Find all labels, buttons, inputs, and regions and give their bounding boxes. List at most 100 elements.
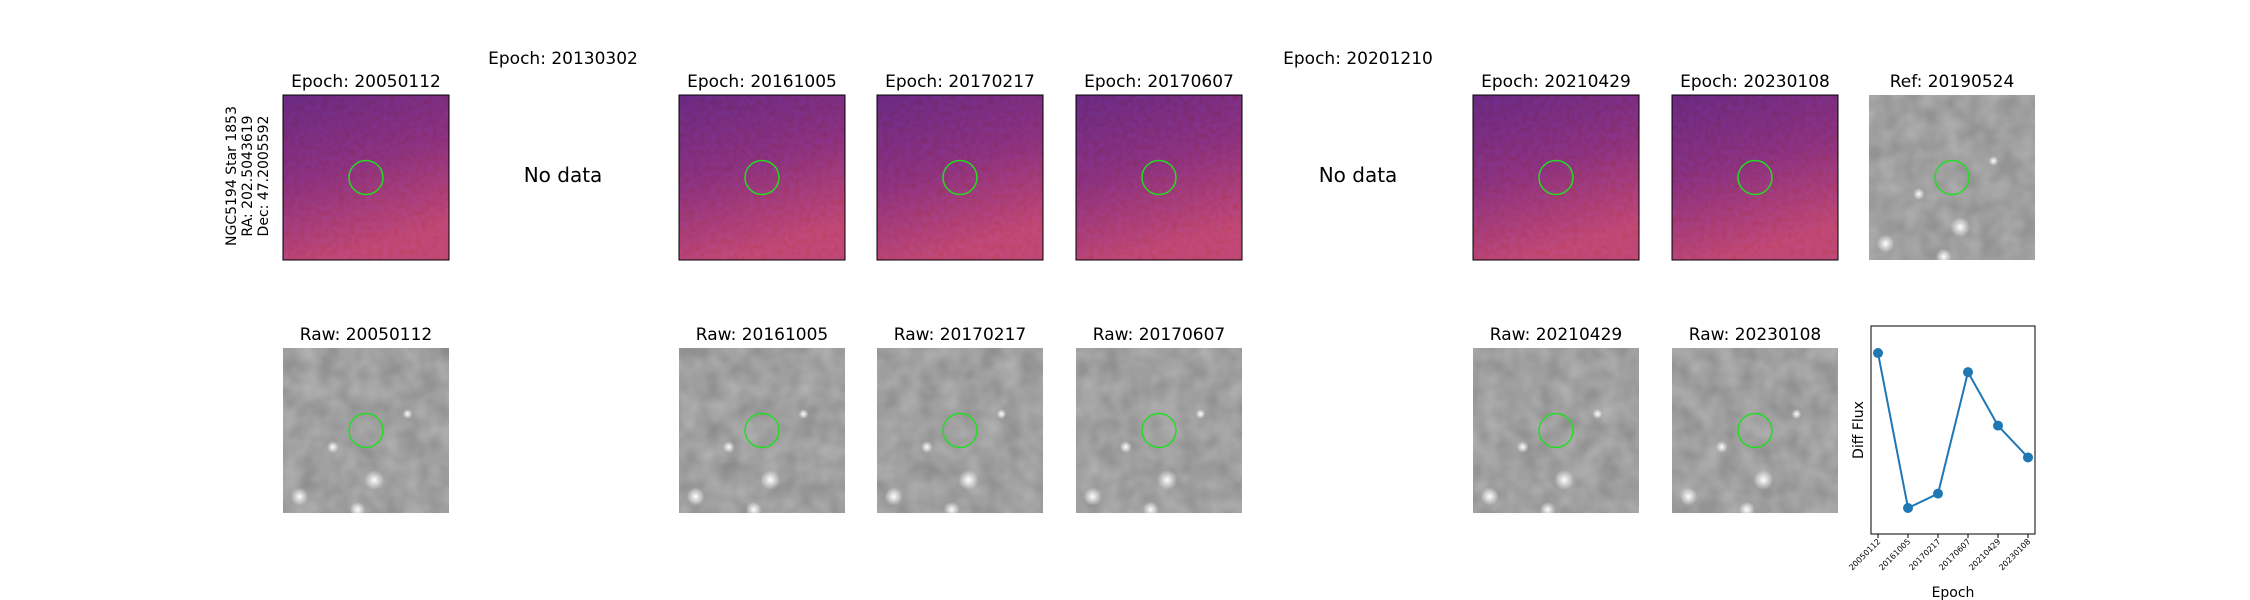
aperture	[348, 159, 384, 196]
star-blob	[1753, 470, 1774, 490]
star-blob	[760, 470, 781, 490]
diff-image	[1672, 95, 1838, 260]
star-blob	[1157, 470, 1178, 490]
star-blob	[686, 487, 705, 506]
point	[1963, 367, 1973, 378]
panel-title: Epoch: 20230108	[1680, 72, 1830, 92]
point	[1993, 420, 2003, 431]
diff-frame	[1472, 94, 1640, 261]
panel-title: Epoch: 20170217	[885, 72, 1035, 92]
star-blob	[1935, 248, 1952, 265]
diff-frame	[1671, 94, 1839, 261]
x-tick-label: 20230108	[1997, 537, 2032, 572]
panel-title: Raw: 20050112	[300, 325, 433, 345]
diff-image	[679, 95, 845, 260]
diff-frame	[282, 94, 450, 261]
y-axis-label: Diff Flux	[1851, 401, 1867, 459]
panel-title: Raw: 20161005	[696, 325, 829, 345]
star-blob	[958, 470, 979, 490]
aperture	[1141, 412, 1177, 449]
star-blob	[1988, 156, 1999, 166]
no-data: No data	[1319, 163, 1398, 187]
ref-image	[1869, 95, 2035, 260]
point	[2023, 452, 2033, 463]
star-blob	[402, 409, 413, 419]
star-blob	[349, 501, 366, 518]
star-blob	[996, 409, 1007, 419]
no-data: No data	[524, 163, 603, 187]
diff-frame	[1075, 94, 1243, 261]
panel-title: Epoch: 20050112	[291, 72, 441, 92]
star-blob	[1876, 234, 1895, 253]
panel-title: Epoch: 20161005	[687, 72, 837, 92]
panel-title: Epoch: 20210429	[1481, 72, 1631, 92]
point	[1903, 503, 1913, 513]
panel-title: Raw: 20210429	[1490, 325, 1623, 345]
plot-frame	[1870, 325, 2036, 535]
aperture	[1737, 412, 1773, 449]
aperture	[942, 412, 978, 449]
line	[1877, 352, 2029, 510]
panel-title: Raw: 20170217	[894, 325, 1027, 345]
diff-image	[1473, 95, 1639, 260]
raw-image	[283, 348, 449, 513]
panel-title: Epoch: 20201210	[1283, 49, 1433, 69]
aperture	[744, 159, 780, 196]
star-blob	[1119, 441, 1132, 453]
star-blob	[1480, 487, 1499, 506]
aperture	[1538, 412, 1574, 449]
star-blob	[1554, 470, 1575, 490]
panel-title: Epoch: 20130302	[488, 49, 638, 69]
raw-image	[1076, 348, 1242, 513]
star-blob	[1539, 501, 1556, 518]
star-blob	[1592, 409, 1603, 419]
aperture	[1934, 159, 1970, 196]
diff-frame	[876, 94, 1044, 261]
raw-image	[1672, 348, 1838, 513]
star-info: NGC5194 Star 1853 RA: 202.5043619 Dec: 47.…	[224, 106, 272, 246]
star-blob	[920, 441, 933, 453]
aperture	[348, 412, 384, 449]
star-info-line: Dec: 47.2005592	[256, 116, 272, 237]
star-blob	[1791, 409, 1802, 419]
panel-title: Raw: 20230108	[1689, 325, 1822, 345]
aperture	[1737, 159, 1773, 196]
diff-frame	[678, 94, 846, 261]
aperture	[942, 159, 978, 196]
star-blob	[1912, 188, 1925, 200]
star-blob	[798, 409, 809, 419]
star-blob	[1142, 501, 1159, 518]
star-blob	[722, 441, 735, 453]
star-blob	[326, 441, 339, 453]
diff-image	[283, 95, 449, 260]
panel-title: Ref: 20190524	[1890, 72, 2015, 92]
star-info-line: RA: 202.5043619	[240, 115, 256, 236]
diff-image	[877, 95, 1043, 260]
x-axis-label: Epoch	[1932, 585, 1975, 600]
star-blob	[364, 470, 385, 490]
raw-image	[1473, 348, 1639, 513]
star-blob	[1679, 487, 1698, 506]
star-blob	[290, 487, 309, 506]
aperture	[744, 412, 780, 449]
star-blob	[1195, 409, 1206, 419]
star-blob	[884, 487, 903, 506]
point	[1933, 488, 1943, 499]
panel-title: Raw: 20170607	[1093, 325, 1226, 345]
diff-image	[1076, 95, 1242, 260]
aperture	[1538, 159, 1574, 196]
star-blob	[1738, 501, 1755, 518]
star-blob	[1083, 487, 1102, 506]
star-blob	[943, 501, 960, 518]
star-blob	[1715, 441, 1728, 453]
point	[1873, 348, 1883, 359]
panel-title: Epoch: 20170607	[1084, 72, 1234, 92]
raw-image	[679, 348, 845, 513]
star-blob	[1950, 217, 1971, 237]
raw-image	[877, 348, 1043, 513]
star-blob	[745, 501, 762, 518]
aperture	[1141, 159, 1177, 196]
star-blob	[1516, 441, 1529, 453]
star-info-line: NGC5194 Star 1853	[224, 106, 240, 246]
